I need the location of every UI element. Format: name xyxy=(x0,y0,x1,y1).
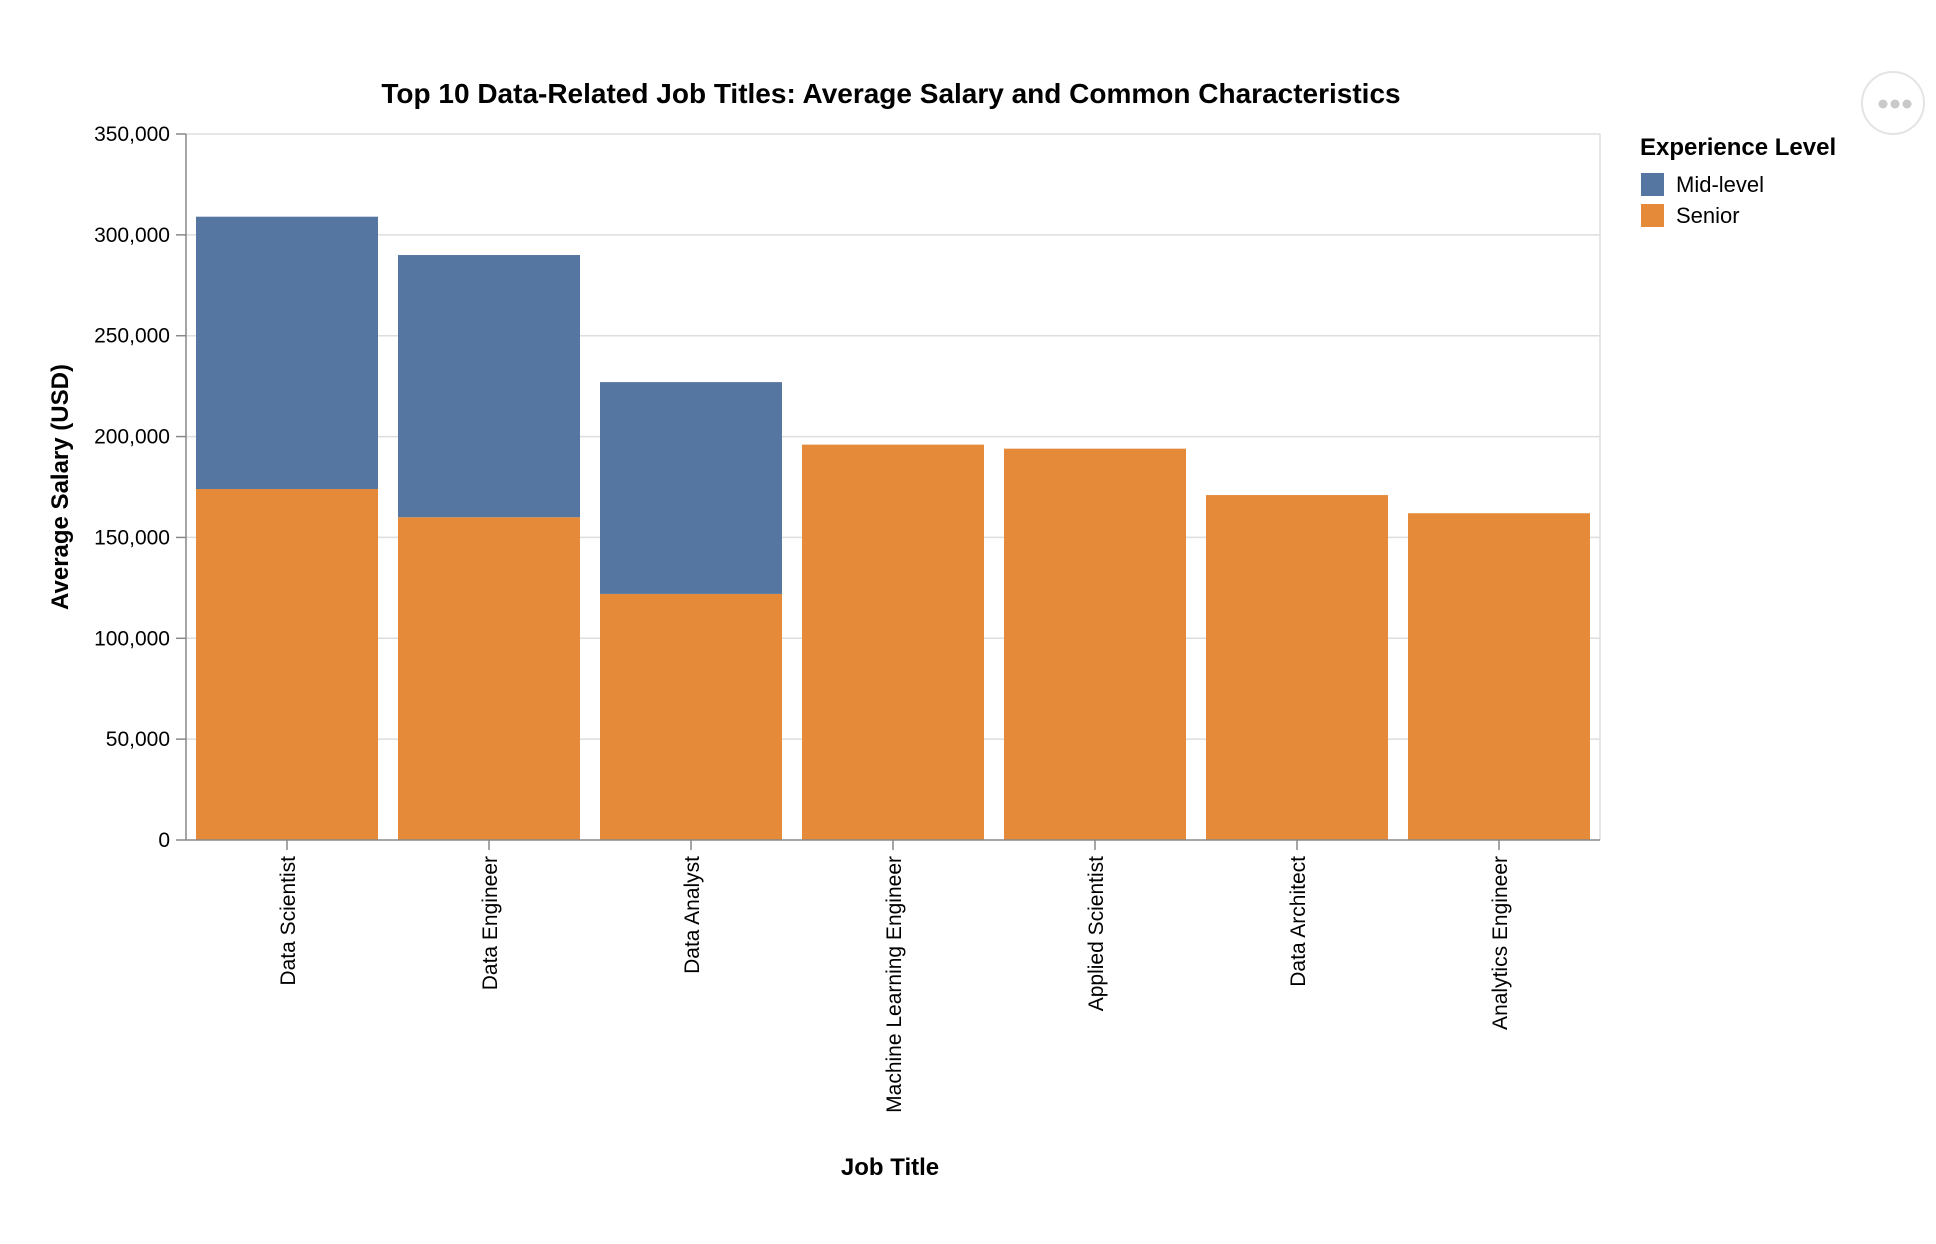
legend-label: Mid-level xyxy=(1676,172,1764,197)
y-tick-label: 200,000 xyxy=(94,426,170,449)
x-tick-label: Analytics Engineer xyxy=(1489,856,1512,1030)
bar-senior[interactable] xyxy=(1408,513,1590,840)
bar-senior[interactable] xyxy=(600,593,782,840)
legend-label: Senior xyxy=(1676,203,1740,228)
bar-senior[interactable] xyxy=(398,517,580,840)
y-tick-label: 100,000 xyxy=(94,627,170,650)
x-axis-ticks: Data Scientist Data Engineer Data Analyst M… xyxy=(277,840,1512,1113)
x-tick-label: Data Engineer xyxy=(479,856,502,990)
x-axis-title: Job Title xyxy=(841,1154,939,1181)
bar-mid-level[interactable] xyxy=(196,216,378,490)
y-tick-label: 250,000 xyxy=(94,325,170,348)
y-axis-title: Average Salary (USD) xyxy=(47,364,74,610)
bar-senior[interactable] xyxy=(1206,495,1388,840)
y-tick-label: 150,000 xyxy=(94,526,170,549)
x-tick-label: Applied Scientist xyxy=(1085,856,1108,1011)
bar-senior[interactable] xyxy=(1004,448,1186,840)
y-tick-label: 350,000 xyxy=(94,123,170,146)
x-tick-label: Data Architect xyxy=(1287,856,1310,987)
chart-title: Top 10 Data-Related Job Titles: Average … xyxy=(381,78,1400,109)
legend-swatch xyxy=(1641,204,1664,227)
actions-menu-button[interactable] xyxy=(1861,71,1925,135)
bar-senior[interactable] xyxy=(196,489,378,840)
legend-swatch xyxy=(1641,173,1664,196)
y-tick-label: 50,000 xyxy=(106,728,170,751)
x-tick-label: Data Analyst xyxy=(681,856,704,974)
legend-title: Experience Level xyxy=(1640,134,1836,161)
legend: Experience Level Mid-level Senior xyxy=(1640,134,1836,228)
y-tick-label: 300,000 xyxy=(94,224,170,247)
bar-mid-level[interactable] xyxy=(600,382,782,594)
x-tick-label: Machine Learning Engineer xyxy=(883,856,906,1113)
y-axis-ticks: 0 50,000 100,000 150,000 200,000 250,000 300,0… xyxy=(94,123,186,852)
x-tick-label: Data Scientist xyxy=(277,856,300,986)
bar-senior[interactable] xyxy=(802,444,984,840)
bars xyxy=(196,216,1590,840)
ellipsis-icon xyxy=(1878,99,1912,109)
bar-mid-level[interactable] xyxy=(398,255,580,518)
y-tick-label: 0 xyxy=(158,829,170,852)
